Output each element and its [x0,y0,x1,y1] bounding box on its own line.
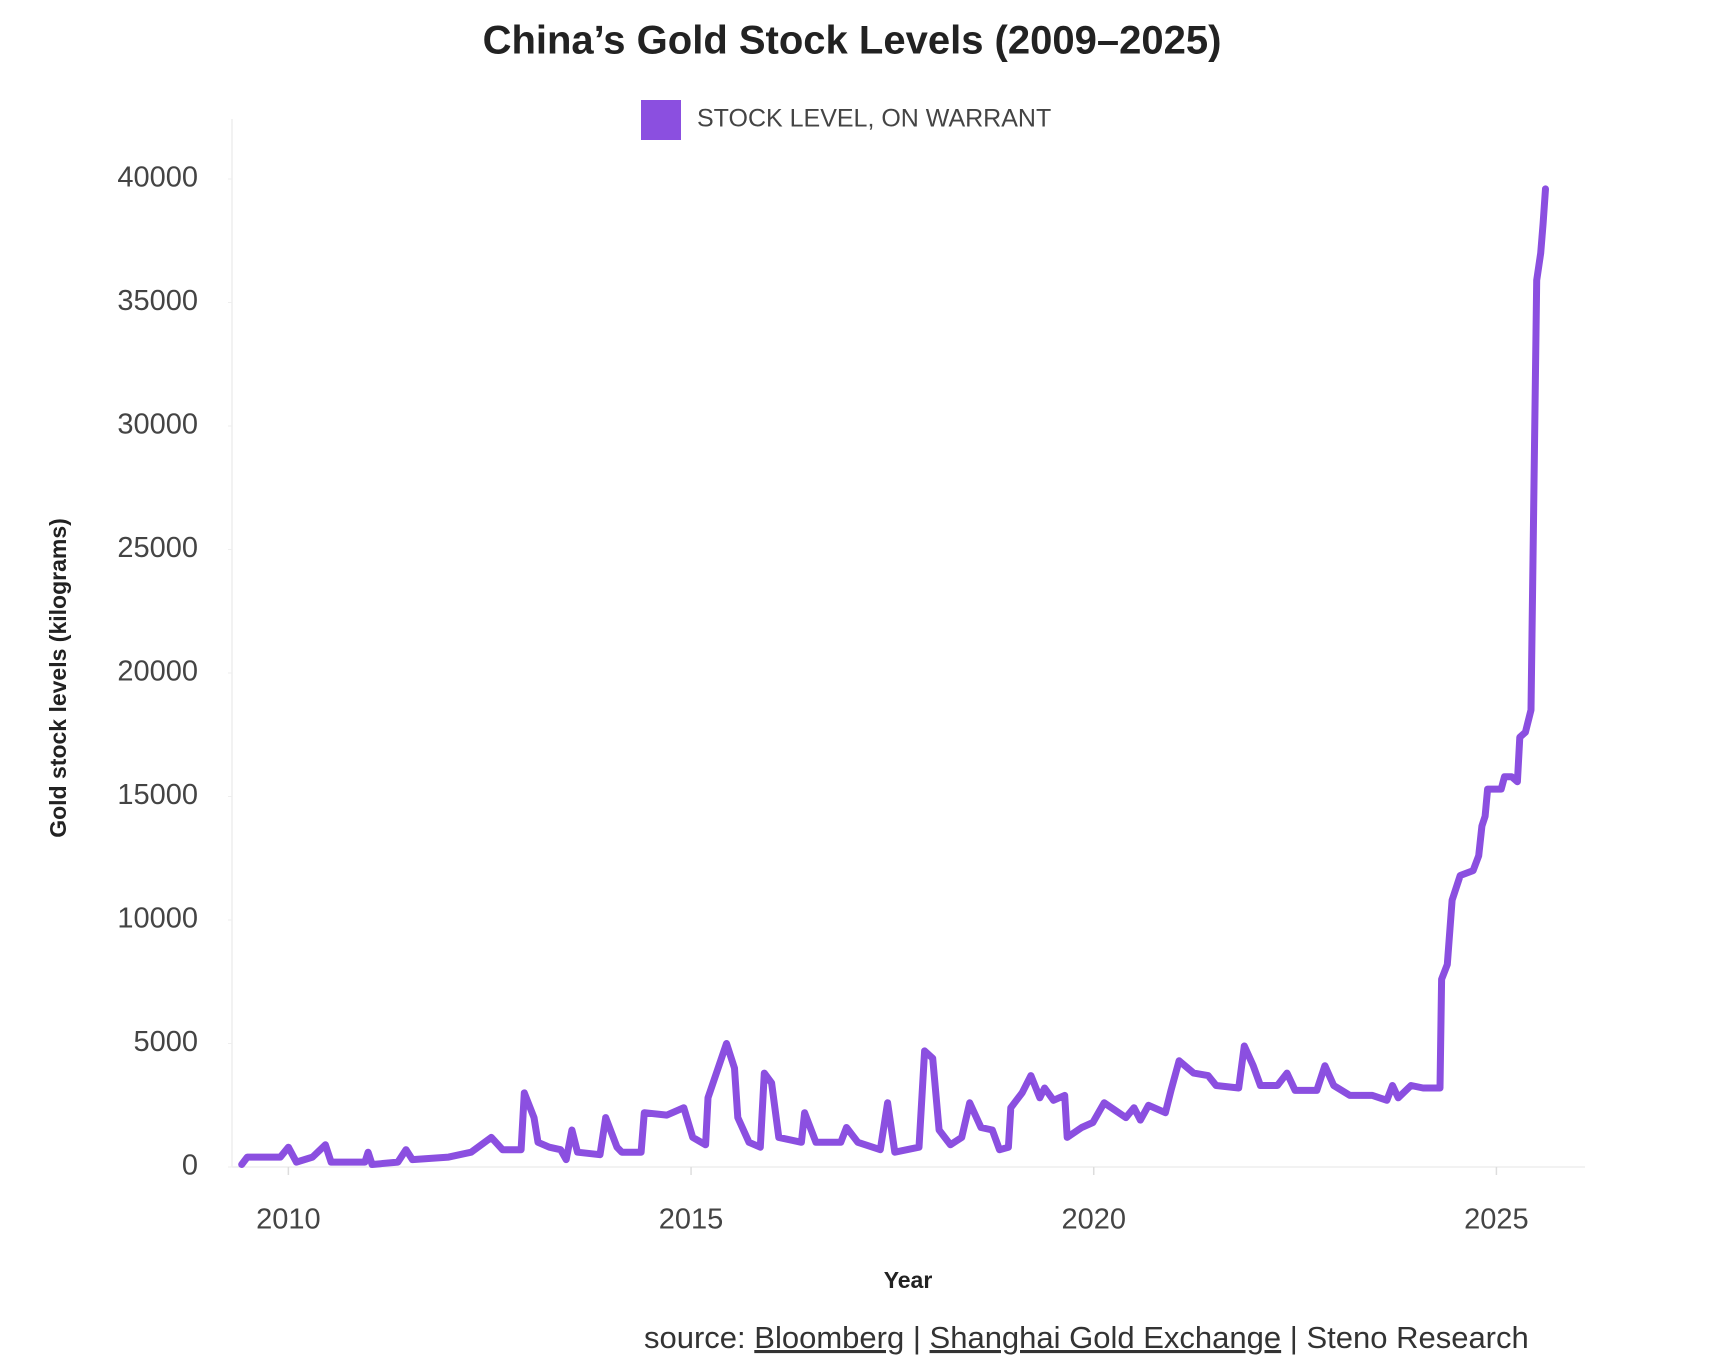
x-axis-title: Year [884,1267,933,1293]
source-part[interactable]: Shanghai Gold Exchange [930,1320,1282,1355]
legend-label: STOCK LEVEL, ON WARRANT [697,105,1051,133]
y-tick-label: 30000 [117,409,198,441]
x-tick-label: 2010 [256,1204,321,1236]
y-tick-label: 35000 [117,285,198,317]
y-tick-label: 0 [182,1150,198,1182]
y-tick-label: 5000 [133,1026,198,1058]
legend-swatch [641,100,681,140]
x-tick-label: 2025 [1464,1204,1529,1236]
x-tick-label: 2020 [1061,1204,1126,1236]
data-line [238,185,1549,1168]
source-part: | [913,1320,921,1355]
source-part: | [1290,1320,1298,1355]
y-tick-label: 25000 [117,532,198,564]
source-note: source: Bloomberg | Shanghai Gold Exchan… [644,1320,1529,1355]
y-tick-label: 20000 [117,656,198,688]
source-part[interactable]: Bloomberg [754,1320,904,1355]
y-axis-title: Gold stock levels (kilograms) [45,518,71,838]
source-part: Steno Research [1306,1320,1528,1355]
y-tick-label: 40000 [117,162,198,194]
y-tick-label: 10000 [117,903,198,935]
x-tick-label: 2015 [659,1204,724,1236]
chart-title: China’s Gold Stock Levels (2009–2025) [483,19,1222,63]
source-part: source: [644,1320,746,1355]
y-tick-label: 15000 [117,779,198,811]
